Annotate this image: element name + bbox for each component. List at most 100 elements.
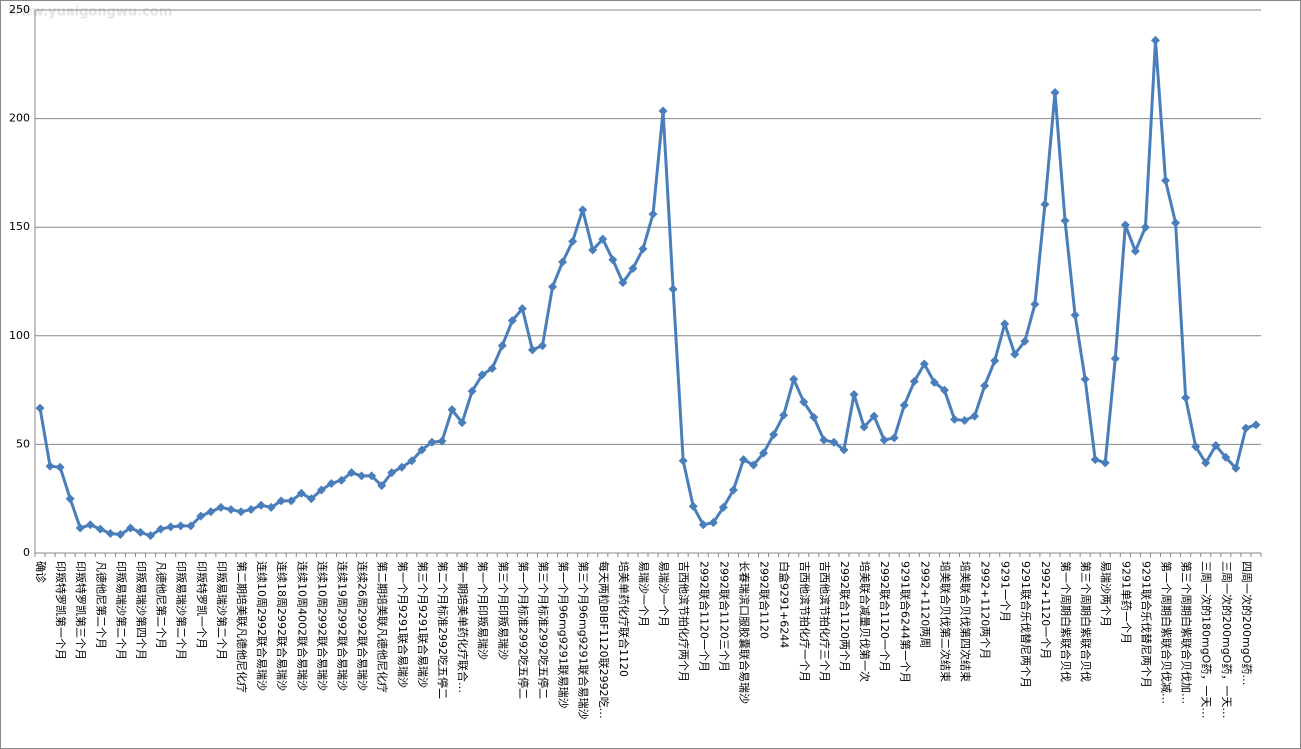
- point: [95, 524, 105, 534]
- x-tick-label: 每天两粒BIBF1120联2992吃…: [597, 561, 611, 719]
- x-tick-label: 第三个周期白紫联合贝伐: [1079, 561, 1093, 682]
- x-tick-label: 印叛易瑞沙第二个月: [175, 561, 189, 660]
- point: [618, 278, 628, 288]
- point: [688, 501, 698, 511]
- point: [889, 433, 899, 443]
- x-tick-label: 9291联合乐伐替尼两个月: [1019, 561, 1033, 688]
- point: [668, 284, 678, 294]
- point: [35, 403, 45, 413]
- point: [357, 471, 367, 481]
- x-tick-label: 第一个周期白紫联合贝伐减…: [1160, 561, 1174, 704]
- point: [869, 411, 879, 421]
- point: [236, 507, 246, 517]
- point: [939, 385, 949, 395]
- point: [65, 494, 75, 504]
- point: [648, 209, 658, 219]
- point: [980, 381, 990, 391]
- point: [467, 386, 477, 396]
- point: [879, 435, 889, 445]
- point: [628, 263, 638, 273]
- point: [1010, 349, 1020, 359]
- x-tick-label: 第一个月96mg9291联易瑞沙: [557, 561, 571, 709]
- point: [1150, 35, 1160, 45]
- point: [749, 460, 759, 470]
- x-tick-label: 三周一次的200mgO药，一天…: [1220, 561, 1234, 718]
- x-tick-label: 2992联合1120一个月: [697, 561, 711, 672]
- point: [849, 389, 859, 399]
- point: [608, 255, 618, 265]
- point: [1050, 88, 1060, 98]
- point: [367, 471, 377, 481]
- point: [1241, 423, 1251, 433]
- x-tick-label: 2992联合1120三个月: [717, 561, 731, 672]
- x-tick-label: 第三个月标准2992吃五停二: [536, 561, 550, 699]
- y-tick-label: 0: [23, 546, 30, 559]
- point: [578, 205, 588, 215]
- x-tick-label: 吉西他滨节拍化疗三个月: [818, 561, 832, 682]
- point: [718, 502, 728, 512]
- point: [919, 359, 929, 369]
- point: [960, 416, 970, 426]
- point: [256, 500, 266, 510]
- x-tick-label: 9291联合乐伐替尼两个月: [1139, 561, 1153, 688]
- point: [1080, 374, 1090, 384]
- x-tick-label: 印叛特罗凯第一个月: [54, 561, 68, 660]
- point: [698, 520, 708, 530]
- point: [789, 374, 799, 384]
- point: [146, 531, 156, 541]
- point: [598, 234, 608, 244]
- x-tick-label: 长春瑞滨口服胶囊联合易瑞沙: [737, 561, 751, 704]
- y-tick-label: 150: [9, 220, 30, 233]
- point: [226, 505, 236, 515]
- point: [1070, 310, 1080, 320]
- x-tick-label: 连续10周4002联合易瑞沙: [295, 561, 309, 691]
- x-tick-label: 培美联合减量贝伐第一次: [858, 561, 872, 682]
- point: [809, 412, 819, 422]
- x-tick-label: 易瑞沙两个月: [1099, 561, 1113, 627]
- point: [55, 462, 65, 472]
- x-tick-label: 2992联合1120一个月: [878, 561, 892, 672]
- point: [1130, 246, 1140, 256]
- point: [1231, 463, 1241, 473]
- x-tick-label: 第一个月标准2992吃五停二: [516, 561, 530, 699]
- point: [276, 496, 286, 506]
- point: [1060, 216, 1070, 226]
- point: [799, 397, 809, 407]
- x-tick-label: 确诊: [34, 561, 48, 583]
- point: [85, 520, 95, 530]
- point: [678, 456, 688, 466]
- point: [819, 435, 829, 445]
- point: [306, 494, 316, 504]
- point: [728, 485, 738, 495]
- x-tick-label: 第三个月96mg9291联合易瑞沙: [577, 561, 591, 720]
- x-tick-label: 吉西他滨节拍化疗两个月: [677, 561, 691, 682]
- y-tick-label: 200: [9, 112, 30, 125]
- point: [1221, 452, 1231, 462]
- point: [548, 282, 558, 292]
- point: [1171, 218, 1181, 228]
- point: [568, 236, 578, 246]
- point: [950, 414, 959, 424]
- x-tick-label: 凡德他尼第二个月: [155, 561, 169, 649]
- point: [427, 437, 437, 447]
- point: [1110, 354, 1120, 364]
- x-tick-label: 2992+1120两周: [918, 561, 931, 648]
- x-tick-label: 第三个月9291联合易瑞沙: [416, 561, 430, 688]
- point: [839, 445, 849, 455]
- point: [156, 524, 166, 534]
- y-tick-label: 100: [9, 329, 30, 342]
- x-tick-label: 白盒9291+6244: [778, 561, 792, 648]
- point: [196, 511, 206, 521]
- point: [929, 377, 939, 387]
- x-tick-label: 第二期培美联凡德他尼化疗: [235, 561, 249, 693]
- point: [1211, 440, 1221, 450]
- point: [397, 462, 407, 472]
- point: [497, 341, 507, 351]
- point: [769, 430, 779, 440]
- point: [487, 363, 497, 373]
- x-tick-label: 印叛易瑞沙第四个月: [135, 561, 149, 660]
- x-tick-label: 吉西他滨节拍化疗一个月: [798, 561, 812, 682]
- point: [970, 411, 980, 421]
- point: [186, 521, 196, 531]
